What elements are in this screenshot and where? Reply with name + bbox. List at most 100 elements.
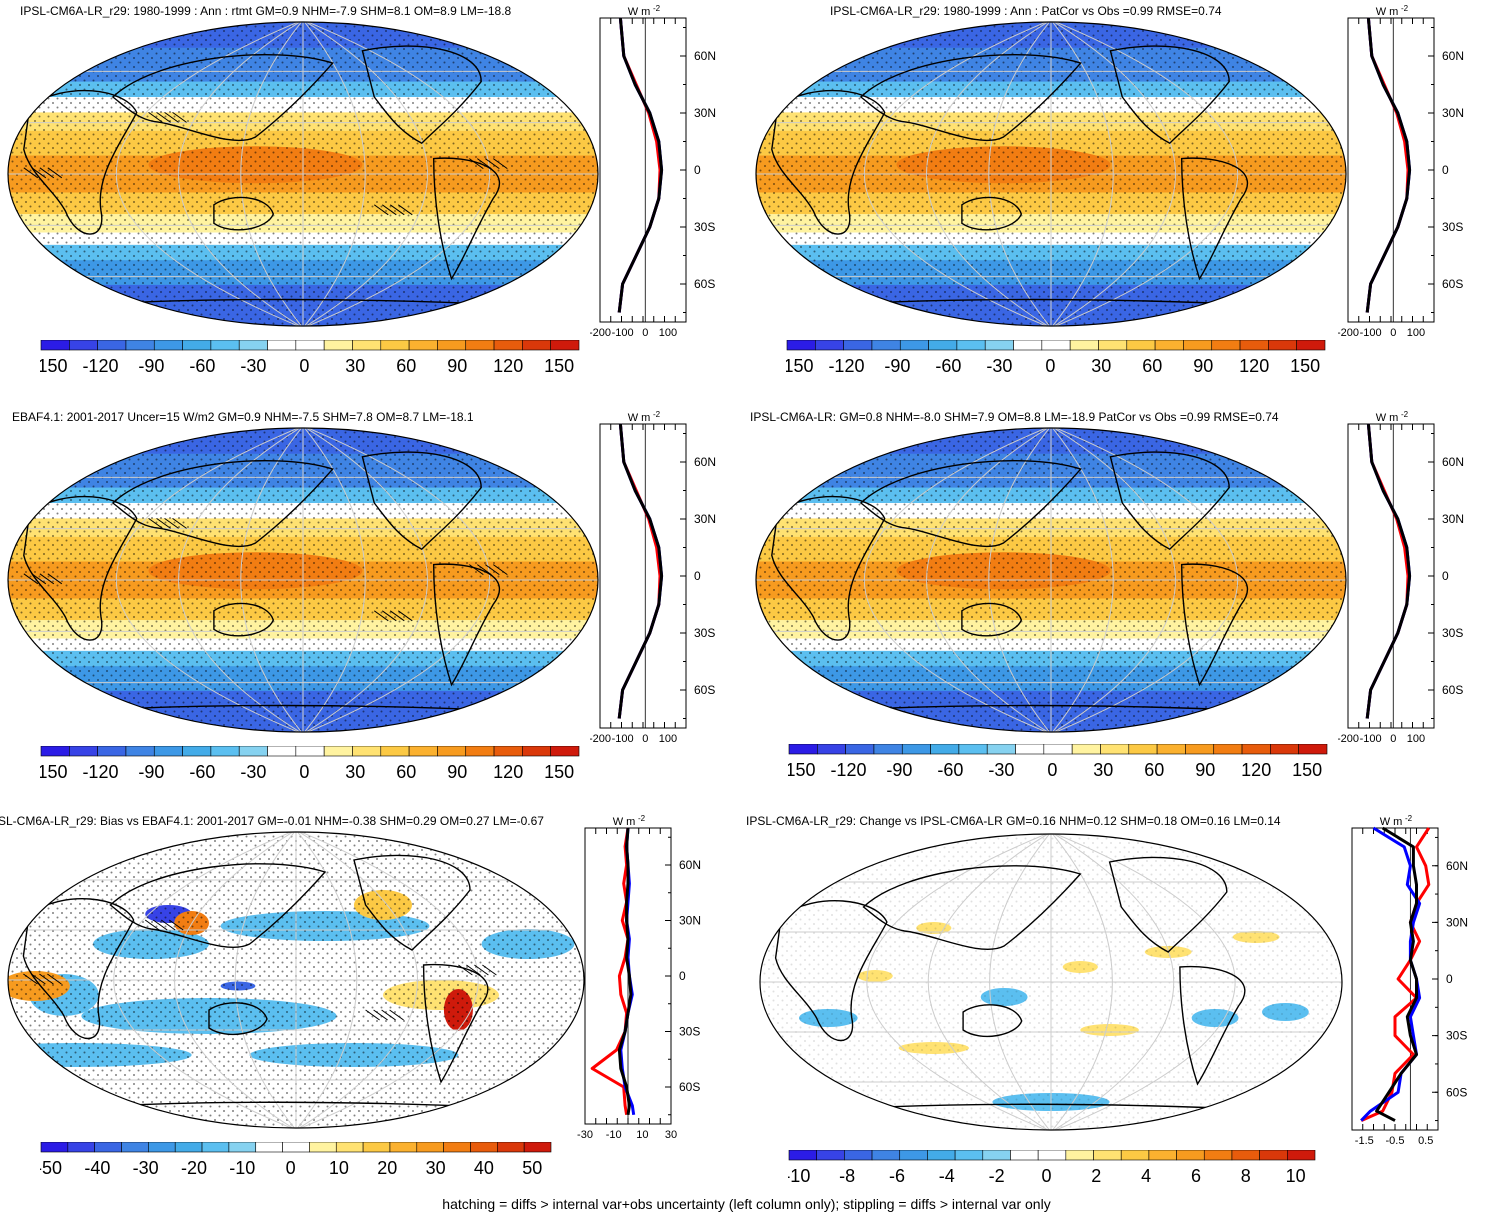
lat-tick-label: 0 xyxy=(694,163,701,177)
coastline xyxy=(1179,965,1246,1086)
colorbar-swatch xyxy=(201,1142,230,1153)
lat-tick-label: 30S xyxy=(1442,626,1463,640)
lat-tick-label: 30N xyxy=(694,512,716,526)
units-label: W m xyxy=(628,6,651,18)
hatching xyxy=(164,111,179,123)
profile-x-tick-label: -200 xyxy=(590,733,611,745)
hatching xyxy=(152,919,168,931)
panel-4: IPSL-CM6A-LR: GM=0.8 NHM=-8.0 SHM=7.9 OM… xyxy=(746,406,1493,798)
colorbar-swatch xyxy=(873,744,903,755)
colorbar-tick-label: 8 xyxy=(1241,1166,1251,1186)
hatching xyxy=(156,517,171,529)
hatching xyxy=(23,973,38,985)
colorbar: -150 -120 -90 -60 -30 0 30 60 90 120 150 xyxy=(788,744,1328,780)
units-exponent: -2 xyxy=(638,814,646,823)
profile-line-black xyxy=(1365,423,1412,719)
colorbar-tick-label: -60 xyxy=(937,760,963,780)
colorbar-swatch xyxy=(871,1150,901,1161)
colorbar-swatch xyxy=(465,746,495,757)
colorbar: -150 -120 -90 -60 -30 0 30 60 90 120 150 xyxy=(786,340,1326,376)
colorbar-tick-label: 0 xyxy=(299,762,309,782)
panel-3: EBAF4.1: 2001-2017 Uncer=15 W/m2 GM=0.9 … xyxy=(0,406,746,798)
colorbar-swatch xyxy=(1013,340,1043,351)
colorbar-tick-label: 150 xyxy=(1290,356,1320,376)
colorbar-tick-label: 0 xyxy=(286,1158,296,1178)
colorbar-tick-label: -90 xyxy=(886,760,912,780)
graticule xyxy=(1050,22,1114,326)
colorbar-swatch xyxy=(97,746,127,757)
colorbar-swatch xyxy=(1043,744,1073,755)
colorbar-swatch xyxy=(470,1142,498,1153)
colorbar-swatch xyxy=(153,746,183,757)
hatching xyxy=(389,610,405,622)
map-border xyxy=(7,21,599,327)
colorbar-swatch xyxy=(443,1142,471,1153)
lat-tick-label: 60S xyxy=(1442,277,1463,291)
colorbar-swatch xyxy=(982,1150,1011,1161)
profile-x-tick-label: 100 xyxy=(659,327,677,339)
colorbar-swatch xyxy=(786,340,816,351)
colorbar-tick-label: 0 xyxy=(1045,356,1055,376)
graticule xyxy=(926,22,1052,326)
colorbar-swatch xyxy=(1041,340,1071,351)
lat-tick-label: 30S xyxy=(1446,1029,1467,1043)
profile-x-tick-label: 0 xyxy=(1390,733,1396,745)
coastline xyxy=(111,460,334,548)
colorbar-swatch xyxy=(901,744,931,755)
colorbar-tick-label: 150 xyxy=(544,762,574,782)
colorbar-swatch xyxy=(97,340,127,351)
coastline xyxy=(23,89,138,235)
lat-tick-label: 60N xyxy=(1442,49,1464,63)
coastline xyxy=(1109,45,1230,145)
colorbar-swatch xyxy=(437,340,467,351)
colorbar-swatch xyxy=(153,340,183,351)
coastline xyxy=(213,196,275,231)
hatching xyxy=(485,564,500,576)
graticule xyxy=(1050,428,1114,732)
hatching xyxy=(389,1009,404,1021)
colorbar-swatch xyxy=(1071,744,1101,755)
colorbar-tick-label: -60 xyxy=(935,356,961,376)
colorbar-swatch xyxy=(1298,744,1328,755)
colorbar-tick-label: 30 xyxy=(426,1158,446,1178)
colorbar-swatch xyxy=(1287,1150,1316,1161)
world-map xyxy=(7,21,599,327)
panel-title: IPSL-CM6A-LR_r29: 1980-1999 : Ann : rtmt… xyxy=(20,4,512,18)
profile-x-tick-label: 0 xyxy=(1390,327,1396,339)
colorbar-swatch xyxy=(986,744,1016,755)
colorbar-tick-label: -90 xyxy=(138,762,164,782)
map-border xyxy=(7,831,585,1129)
colorbar-swatch xyxy=(1010,1150,1039,1161)
profile-x-tick-label: -0.5 xyxy=(1386,1135,1405,1147)
coastline xyxy=(1109,451,1230,551)
hatching xyxy=(373,1009,388,1021)
lat-tick-label: 60N xyxy=(694,49,716,63)
colorbar-swatch xyxy=(497,1142,525,1153)
hatching xyxy=(381,610,397,622)
colorbar-swatch xyxy=(1128,744,1158,755)
coastline xyxy=(422,963,489,1084)
units-exponent: -2 xyxy=(653,4,661,13)
colorbar-swatch xyxy=(380,340,410,351)
lat-tick-label: 30S xyxy=(694,220,715,234)
colorbar-tick-label: -150 xyxy=(40,762,68,782)
colorbar-tick-label: 30 xyxy=(345,762,365,782)
colorbar-swatch xyxy=(954,1150,984,1161)
graticule xyxy=(988,22,1052,326)
colorbar-swatch xyxy=(295,340,325,351)
graticule xyxy=(234,832,297,1128)
colorbar-tick-label: 4 xyxy=(1141,1166,1151,1186)
profile-line-black xyxy=(617,827,633,1116)
colorbar-swatch xyxy=(1126,340,1156,351)
colorbar-tick-label: 30 xyxy=(1091,356,1111,376)
profile-x-tick-label: -10 xyxy=(606,1129,622,1141)
colorbar-swatch xyxy=(817,744,846,755)
lat-tick-label: 60S xyxy=(1442,683,1463,697)
graticule xyxy=(302,428,491,732)
coastline xyxy=(961,602,1023,637)
lat-tick-label: 0 xyxy=(679,969,686,983)
colorbar-swatch xyxy=(1211,340,1241,351)
colorbar-tick-label: 90 xyxy=(1195,760,1215,780)
colorbar-tick-label: -30 xyxy=(986,356,1012,376)
colorbar-swatch xyxy=(522,746,551,757)
